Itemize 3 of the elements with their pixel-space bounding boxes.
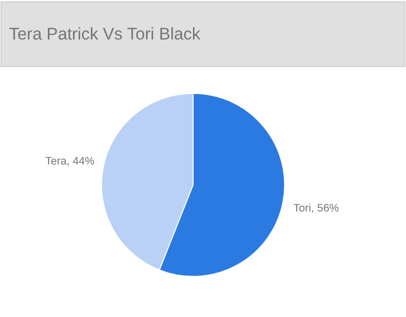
slice-label: Tori, 56% [293,202,340,214]
chart-title: Tera Patrick Vs Tori Black [8,24,201,44]
slice-label: Tera, 44% [45,155,95,168]
